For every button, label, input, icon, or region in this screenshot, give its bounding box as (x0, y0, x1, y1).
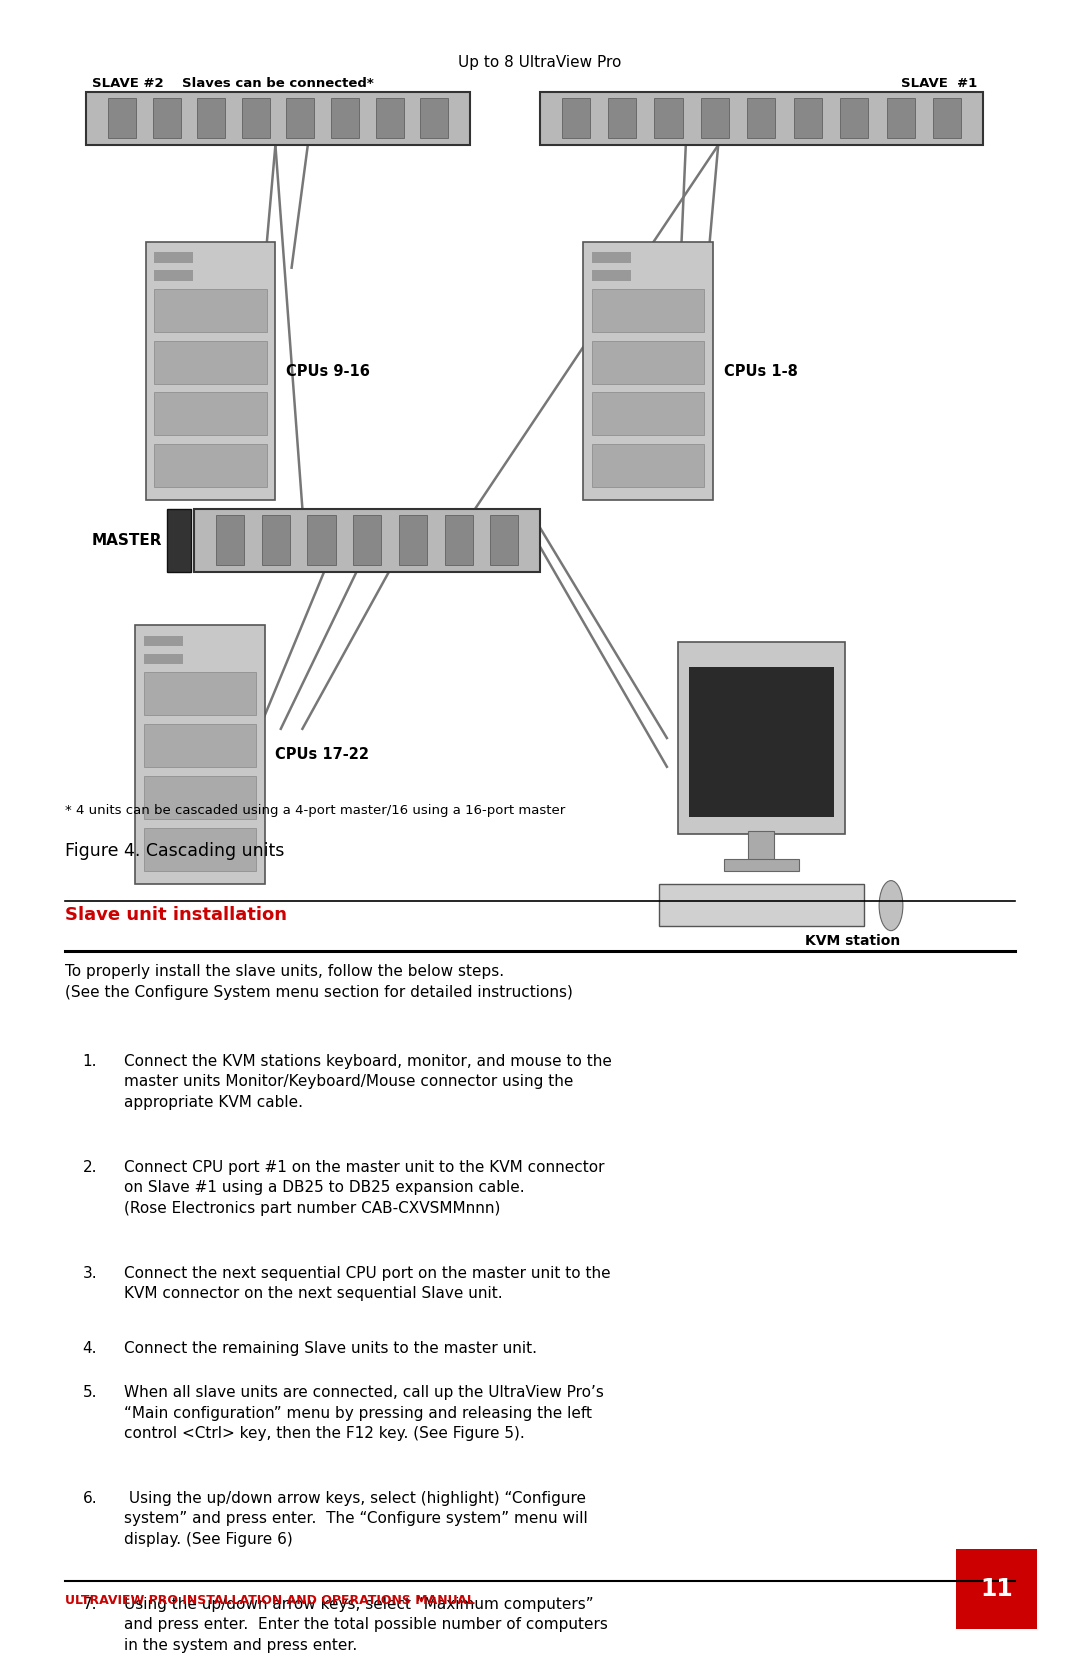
FancyBboxPatch shape (399, 516, 427, 566)
FancyBboxPatch shape (840, 98, 868, 139)
Text: 3.: 3. (82, 1265, 97, 1280)
Text: SLAVE  #1: SLAVE #1 (901, 77, 977, 90)
FancyBboxPatch shape (135, 626, 265, 885)
Bar (154, 270, 193, 280)
FancyBboxPatch shape (353, 516, 381, 566)
FancyBboxPatch shape (86, 92, 470, 145)
Text: Up to 8 UltraView Pro: Up to 8 UltraView Pro (458, 55, 622, 70)
Text: Slave unit installation: Slave unit installation (65, 906, 287, 923)
FancyBboxPatch shape (198, 98, 226, 139)
Ellipse shape (879, 881, 903, 931)
FancyBboxPatch shape (146, 242, 275, 501)
Text: Connect the next sequential CPU port on the master unit to the
KVM connector on : Connect the next sequential CPU port on … (124, 1265, 611, 1302)
Text: Connect the remaining Slave units to the master unit.: Connect the remaining Slave units to the… (124, 1340, 537, 1355)
Text: 5.: 5. (83, 1385, 97, 1400)
Text: CPUs 17-22: CPUs 17-22 (275, 748, 369, 763)
Text: When all slave units are connected, call up the UltraView Pro’s
“Main configurat: When all slave units are connected, call… (124, 1385, 604, 1440)
FancyBboxPatch shape (583, 242, 713, 501)
Text: * 4 units can be cascaded using a 4-port master/16 using a 16-port master: * 4 units can be cascaded using a 4-port… (65, 804, 565, 816)
FancyBboxPatch shape (678, 643, 846, 834)
FancyBboxPatch shape (540, 92, 983, 145)
FancyBboxPatch shape (659, 885, 864, 926)
FancyBboxPatch shape (747, 98, 775, 139)
Bar (144, 673, 256, 716)
FancyBboxPatch shape (445, 516, 473, 566)
FancyBboxPatch shape (152, 98, 180, 139)
Bar (592, 392, 704, 436)
Text: Connect the KVM stations keyboard, monitor, and mouse to the
master units Monito: Connect the KVM stations keyboard, monit… (124, 1055, 612, 1110)
FancyBboxPatch shape (108, 98, 136, 139)
Bar (592, 444, 704, 487)
Text: Using the up/down arrow keys, select (highlight) “Configure
system” and press en: Using the up/down arrow keys, select (hi… (124, 1490, 588, 1547)
Bar (154, 252, 193, 262)
FancyBboxPatch shape (490, 516, 518, 566)
Text: 2.: 2. (83, 1160, 97, 1175)
Bar (167, 509, 191, 572)
FancyBboxPatch shape (308, 516, 336, 566)
Bar (592, 289, 704, 332)
FancyBboxPatch shape (933, 98, 961, 139)
FancyBboxPatch shape (956, 1549, 1037, 1629)
Bar (154, 289, 267, 332)
Bar (689, 668, 834, 818)
FancyBboxPatch shape (701, 98, 729, 139)
FancyBboxPatch shape (794, 98, 822, 139)
Text: ULTRAVIEW PRO INSTALLATION AND OPERATIONS MANUAL: ULTRAVIEW PRO INSTALLATION AND OPERATION… (65, 1594, 475, 1607)
FancyBboxPatch shape (194, 509, 540, 572)
Text: 7.: 7. (83, 1597, 97, 1612)
FancyBboxPatch shape (608, 98, 636, 139)
Text: Using the up/down arrow keys, select “Maximum computers”
and press enter.  Enter: Using the up/down arrow keys, select “Ma… (124, 1597, 608, 1652)
Bar (724, 860, 799, 871)
Text: Connect CPU port #1 on the master unit to the KVM connector
on Slave #1 using a : Connect CPU port #1 on the master unit t… (124, 1160, 605, 1215)
FancyBboxPatch shape (376, 98, 404, 139)
Text: Slaves can be connected*: Slaves can be connected* (183, 77, 374, 90)
Bar (144, 636, 183, 646)
Text: 4.: 4. (83, 1340, 97, 1355)
Bar (592, 252, 631, 262)
FancyBboxPatch shape (216, 516, 244, 566)
Bar (592, 270, 631, 280)
Bar (144, 828, 256, 871)
Bar (748, 831, 774, 868)
Text: SLAVE #2: SLAVE #2 (92, 77, 163, 90)
FancyBboxPatch shape (330, 98, 359, 139)
Text: CPUs 1-8: CPUs 1-8 (724, 364, 797, 379)
FancyBboxPatch shape (654, 98, 683, 139)
Bar (154, 392, 267, 436)
Text: KVM station: KVM station (805, 935, 900, 948)
FancyBboxPatch shape (286, 98, 314, 139)
Bar (154, 340, 267, 384)
Text: 1.: 1. (83, 1055, 97, 1070)
Text: To properly install the slave units, follow the below steps.
(See the Configure : To properly install the slave units, fol… (65, 965, 572, 1000)
Bar (144, 724, 256, 768)
FancyBboxPatch shape (562, 98, 590, 139)
Bar (154, 444, 267, 487)
Text: CPUs 9-16: CPUs 9-16 (286, 364, 370, 379)
FancyBboxPatch shape (420, 98, 448, 139)
Text: 6.: 6. (82, 1490, 97, 1505)
Bar (592, 340, 704, 384)
Bar (144, 776, 256, 819)
FancyBboxPatch shape (261, 516, 289, 566)
Text: MASTER: MASTER (92, 532, 162, 547)
FancyBboxPatch shape (887, 98, 915, 139)
FancyBboxPatch shape (242, 98, 270, 139)
Text: Figure 4. Cascading units: Figure 4. Cascading units (65, 843, 284, 860)
Text: 11: 11 (980, 1577, 1013, 1602)
Bar (144, 654, 183, 664)
